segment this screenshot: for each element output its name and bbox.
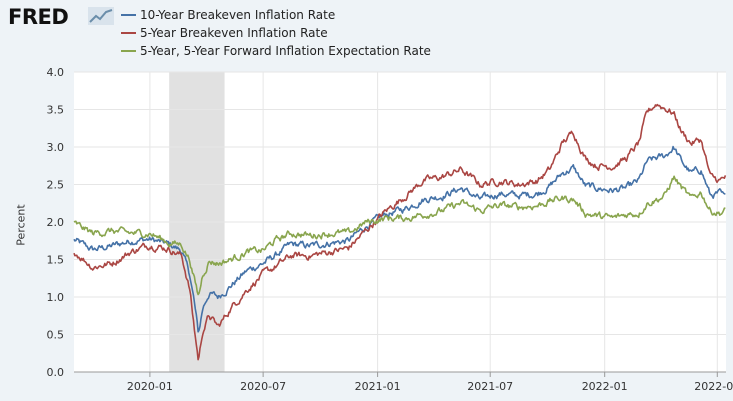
- x-tick-label: 2022-07: [694, 380, 733, 393]
- y-tick-label: 2.0: [47, 216, 65, 229]
- legend-swatch: [121, 32, 136, 34]
- legend-item-5y: 5-Year Breakeven Inflation Rate: [121, 24, 431, 42]
- legend: 10-Year Breakeven Inflation Rate 5-Year …: [121, 6, 431, 60]
- y-tick-label: 2.5: [47, 179, 65, 192]
- legend-label: 10-Year Breakeven Inflation Rate: [140, 8, 336, 22]
- series-5y5y-line: [73, 175, 726, 296]
- legend-label: 5-Year Breakeven Inflation Rate: [140, 26, 328, 40]
- legend-item-10y: 10-Year Breakeven Inflation Rate: [121, 6, 431, 24]
- x-tick-label: 2022-01: [582, 380, 628, 393]
- x-tick-label: 2020-07: [240, 380, 286, 393]
- fred-logo[interactable]: FRED: [8, 5, 69, 29]
- trend-icon: [88, 7, 114, 25]
- y-tick-label: 4.0: [47, 66, 65, 79]
- y-tick-label: 1.5: [47, 254, 65, 267]
- legend-label: 5-Year, 5-Year Forward Inflation Expecta…: [140, 44, 431, 58]
- series-5y-line: [73, 103, 727, 361]
- legend-swatch: [121, 50, 136, 52]
- legend-swatch: [121, 14, 136, 16]
- x-tick-label: 2021-01: [355, 380, 401, 393]
- y-tick-label: 0.5: [47, 329, 65, 342]
- x-tick-label: 2020-01: [127, 380, 173, 393]
- y-tick-label: 3.5: [47, 104, 65, 117]
- y-tick-label: 3.0: [47, 141, 65, 154]
- series-10y-line: [73, 145, 726, 333]
- x-tick-label: 2021-07: [467, 380, 513, 393]
- y-tick-label: 0.0: [47, 366, 65, 379]
- y-tick-label: 1.0: [47, 291, 65, 304]
- legend-item-5y5y: 5-Year, 5-Year Forward Inflation Expecta…: [121, 42, 431, 60]
